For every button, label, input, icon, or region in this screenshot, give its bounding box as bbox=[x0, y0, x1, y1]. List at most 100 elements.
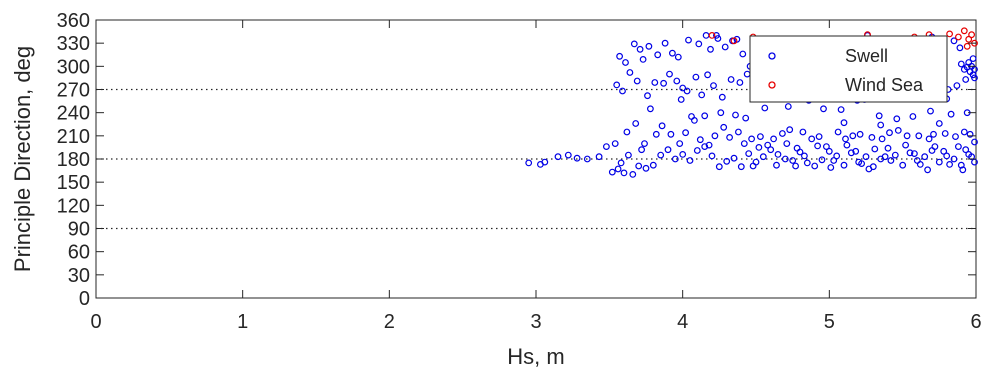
data-point bbox=[935, 158, 943, 166]
data-point bbox=[783, 140, 791, 148]
data-point bbox=[583, 155, 591, 163]
data-point bbox=[654, 51, 662, 59]
data-point bbox=[953, 82, 961, 89]
data-point bbox=[789, 157, 797, 164]
y-tick-label: 210 bbox=[57, 126, 90, 148]
data-point bbox=[611, 140, 619, 148]
data-point bbox=[947, 110, 955, 118]
data-point bbox=[669, 49, 676, 57]
data-point bbox=[927, 107, 934, 115]
data-point bbox=[925, 135, 933, 143]
data-point bbox=[701, 143, 709, 151]
legend: Swell Wind Sea bbox=[749, 35, 948, 103]
data-point bbox=[595, 153, 603, 161]
data-point bbox=[614, 165, 622, 173]
data-point bbox=[909, 113, 917, 120]
data-point bbox=[708, 32, 716, 39]
data-point bbox=[664, 146, 672, 154]
data-point bbox=[793, 144, 801, 152]
data-point bbox=[931, 143, 939, 151]
data-point bbox=[767, 146, 775, 154]
y-tick-label: 120 bbox=[57, 195, 90, 217]
y-tick-label: 330 bbox=[57, 33, 90, 55]
data-point bbox=[651, 79, 659, 86]
y-tick-label: 90 bbox=[68, 219, 90, 241]
data-point bbox=[639, 56, 647, 63]
data-point bbox=[833, 152, 841, 160]
data-point bbox=[878, 135, 886, 143]
data-point bbox=[764, 141, 772, 149]
data-point bbox=[840, 161, 848, 169]
data-point bbox=[862, 153, 870, 161]
data-point bbox=[971, 138, 978, 146]
data-point bbox=[894, 126, 902, 134]
data-point bbox=[626, 69, 634, 76]
data-point bbox=[667, 130, 675, 138]
data-point bbox=[881, 153, 889, 161]
data-point bbox=[818, 156, 826, 164]
data-point bbox=[774, 150, 782, 158]
data-point bbox=[541, 158, 549, 166]
y-tick-label: 180 bbox=[57, 149, 90, 171]
legend-swell-label: Swell bbox=[845, 46, 888, 66]
data-point bbox=[633, 77, 641, 85]
y-tick-label: 30 bbox=[68, 265, 90, 287]
x-tick-label: 1 bbox=[237, 311, 248, 333]
data-point bbox=[736, 79, 744, 86]
data-point bbox=[647, 105, 654, 113]
data-point bbox=[698, 91, 706, 99]
data-point bbox=[641, 140, 648, 148]
data-point bbox=[742, 114, 750, 122]
data-point bbox=[660, 79, 667, 87]
data-point bbox=[952, 133, 959, 141]
data-point bbox=[906, 149, 914, 157]
data-point bbox=[877, 121, 885, 129]
data-point bbox=[619, 87, 626, 95]
data-point bbox=[696, 136, 704, 144]
data-point bbox=[770, 135, 777, 143]
x-tick-label: 3 bbox=[530, 311, 541, 333]
data-point bbox=[960, 65, 968, 73]
data-point bbox=[868, 133, 876, 141]
data-point bbox=[963, 42, 971, 50]
data-point bbox=[773, 161, 780, 169]
data-point bbox=[676, 140, 684, 148]
data-point bbox=[623, 128, 631, 136]
x-tick-label: 2 bbox=[384, 311, 395, 333]
data-point bbox=[915, 132, 923, 140]
data-point bbox=[946, 160, 953, 168]
legend-swell-marker bbox=[768, 52, 776, 60]
data-point bbox=[636, 45, 644, 53]
data-point bbox=[842, 135, 849, 143]
data-point bbox=[871, 145, 879, 153]
data-point bbox=[737, 163, 745, 171]
data-point bbox=[704, 71, 711, 79]
data-point bbox=[940, 147, 948, 155]
data-point bbox=[801, 152, 808, 160]
data-point bbox=[965, 35, 973, 43]
data-point bbox=[685, 36, 692, 44]
x-axis-label: Hs, m bbox=[507, 344, 564, 369]
data-point bbox=[661, 39, 669, 47]
data-point bbox=[730, 37, 738, 45]
data-point bbox=[710, 82, 717, 89]
x-axis-ticks: 0 1 2 3 4 5 6 bbox=[90, 20, 982, 333]
data-point bbox=[652, 130, 660, 138]
data-point bbox=[887, 157, 895, 164]
data-point bbox=[714, 35, 722, 42]
data-point bbox=[723, 157, 731, 165]
data-point bbox=[705, 141, 713, 149]
legend-windsea-marker bbox=[768, 81, 776, 89]
data-point bbox=[625, 151, 632, 159]
y-tick-label: 60 bbox=[68, 242, 90, 264]
data-point bbox=[707, 45, 714, 53]
legend-windsea-label: Wind Sea bbox=[845, 75, 924, 95]
data-point bbox=[784, 103, 792, 110]
data-point bbox=[950, 155, 958, 163]
data-point bbox=[960, 27, 968, 35]
data-point bbox=[686, 157, 694, 164]
data-point bbox=[735, 128, 742, 136]
data-point bbox=[525, 159, 533, 167]
data-point bbox=[943, 152, 951, 160]
